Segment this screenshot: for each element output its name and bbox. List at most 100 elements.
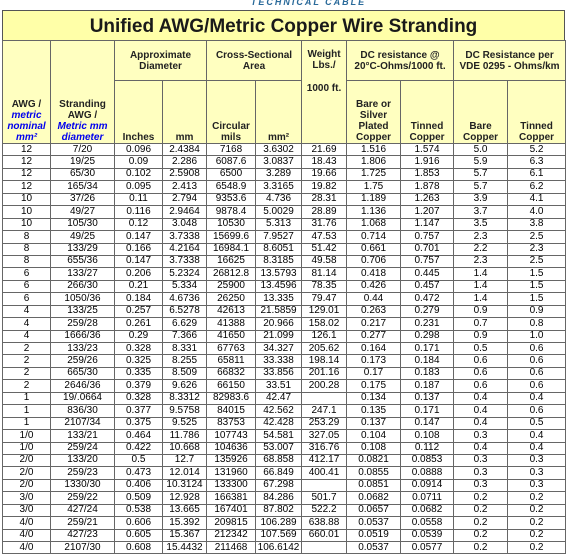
table-cell: 660.01 bbox=[301, 528, 348, 543]
table-cell: 0.6 bbox=[507, 379, 567, 393]
table-cell: 6087.6 bbox=[206, 155, 257, 169]
table-cell: 6.629 bbox=[161, 317, 208, 331]
table-cell: 0.184 bbox=[114, 292, 163, 306]
table-cell: 0.108 bbox=[346, 441, 402, 455]
table-cell: 0.328 bbox=[114, 391, 163, 406]
table-cell: 0.335 bbox=[114, 366, 163, 381]
table-cell: 522.2 bbox=[301, 503, 348, 518]
table-cell: 41388 bbox=[206, 317, 257, 331]
table-cell: 0.12 bbox=[114, 217, 163, 232]
table-cell: 1 bbox=[2, 391, 51, 406]
table-cell: 0.9 bbox=[453, 329, 509, 344]
table-cell: 33.51 bbox=[255, 379, 303, 393]
table-cell: 0.137 bbox=[346, 416, 402, 431]
table-cell: 5.334 bbox=[161, 279, 208, 294]
table-cell: 0.7 bbox=[453, 317, 509, 331]
table-cell: 0.137 bbox=[400, 391, 455, 406]
table-cell: 3/0 bbox=[2, 491, 51, 505]
table-cell: 78.35 bbox=[301, 279, 348, 294]
table-cell: 266/30 bbox=[50, 279, 115, 294]
table-row: 2 133/23 0.328 8.331 67763 34.327 205.62 0.164 0… bbox=[2, 341, 567, 356]
header-vde: DC Resistance per VDE 0295 - Ohms/km bbox=[453, 40, 567, 81]
table-cell: 67763 bbox=[206, 341, 257, 356]
table-cell: 0.3 bbox=[507, 453, 567, 468]
table-cell: 0.183 bbox=[400, 366, 455, 381]
table-cell: 9353.6 bbox=[206, 192, 257, 207]
table-cell: 0.175 bbox=[346, 379, 402, 393]
table-cell: 0.406 bbox=[114, 478, 163, 493]
table-cell: 133/21 bbox=[50, 429, 115, 443]
header-text: AWG / bbox=[11, 99, 42, 110]
table-cell: 12 bbox=[2, 180, 51, 194]
table-cell: 10 bbox=[2, 217, 51, 232]
table-cell: 0.6 bbox=[507, 404, 567, 418]
table-cell: 0.757 bbox=[400, 230, 455, 244]
table-cell: 104636 bbox=[206, 441, 257, 455]
table-cell: 8.509 bbox=[161, 366, 208, 381]
table-cell: 0.164 bbox=[346, 341, 402, 356]
table-cell: 1.068 bbox=[346, 217, 402, 232]
table-row: 12 65/30 0.102 2.5908 6500 3.289 19.66 1.725 1.8… bbox=[2, 167, 567, 182]
table-cell: 1.5 bbox=[507, 292, 567, 306]
table-cell: 0.257 bbox=[114, 304, 163, 319]
table-cell: 0.0519 bbox=[346, 528, 402, 543]
header-stranding: Stranding AWG / Metric mm diameter bbox=[50, 40, 115, 144]
table-cell: 42613 bbox=[206, 304, 257, 319]
table-cell: 28.31 bbox=[301, 192, 348, 207]
table-cell: 133/23 bbox=[50, 341, 115, 356]
table-cell: 0.2 bbox=[507, 540, 567, 555]
table-cell: 166381 bbox=[206, 491, 257, 505]
table-cell: 198.14 bbox=[301, 354, 348, 368]
table-cell: 19.82 bbox=[301, 180, 348, 194]
table-cell: 106.289 bbox=[255, 516, 303, 530]
table-cell: 0.206 bbox=[114, 267, 163, 281]
table-cell: 0.0577 bbox=[400, 540, 455, 555]
table-cell: 0.472 bbox=[400, 292, 455, 306]
table-cell: 0.0853 bbox=[400, 453, 455, 468]
table-cell: 49.58 bbox=[301, 254, 348, 269]
table-cell: 31.76 bbox=[301, 217, 348, 232]
table-row: 1 2107/34 0.375 9.525 83753 42.428 253.29 0.137… bbox=[2, 416, 567, 431]
table-cell: 3.5 bbox=[453, 217, 509, 232]
table-cell: 259/24 bbox=[50, 441, 115, 455]
table-cell: 400.41 bbox=[301, 466, 348, 480]
table-cell: 1/0 bbox=[2, 441, 51, 455]
table-row: 4/0 427/23 0.605 15.367 212342 107.569 660.01 0… bbox=[2, 528, 567, 543]
table-cell: 12.7 bbox=[161, 453, 208, 468]
table-cell bbox=[301, 478, 348, 493]
table-cell: 0.134 bbox=[346, 391, 402, 406]
table-cell: 12 bbox=[2, 142, 51, 157]
table-cell: 135926 bbox=[206, 453, 257, 468]
table-cell: 15.367 bbox=[161, 528, 208, 543]
table-cell: 655/36 bbox=[50, 254, 115, 269]
table-cell: 0.9 bbox=[453, 304, 509, 319]
table-cell: 33.338 bbox=[255, 354, 303, 368]
table-cell: 1 bbox=[2, 404, 51, 418]
table-row: 10 37/26 0.11 2.794 9353.6 4.736 28.31 1.189 1.2… bbox=[2, 192, 567, 207]
table-cell: 2107/34 bbox=[50, 416, 115, 431]
table-row: 8 133/29 0.166 4.2164 16984.1 8.6051 51.42 0.66… bbox=[2, 242, 567, 256]
table-cell: 8.255 bbox=[161, 354, 208, 368]
table-cell: 7.9527 bbox=[255, 230, 303, 244]
table-cell: 0.0537 bbox=[346, 540, 402, 555]
table-cell: 66.849 bbox=[255, 466, 303, 480]
table-cell: 4.0 bbox=[507, 205, 567, 219]
header-text: Metric mm bbox=[57, 121, 108, 132]
table-cell: 19/.0664 bbox=[50, 391, 115, 406]
table-cell: 0.2 bbox=[453, 503, 509, 518]
table-cell: 0.4 bbox=[507, 391, 567, 406]
table-cell: 2.413 bbox=[161, 180, 208, 194]
table-cell: 0.608 bbox=[114, 540, 163, 555]
table-cell: 6.5278 bbox=[161, 304, 208, 319]
table-cell: 16625 bbox=[206, 254, 257, 269]
table-cell: 2 bbox=[2, 366, 51, 381]
table-cell: 10.3124 bbox=[161, 478, 208, 493]
table-row: 12 165/34 0.095 2.413 6548.9 3.3165 19.82 1.75 1… bbox=[2, 180, 567, 194]
table-cell: 259/23 bbox=[50, 466, 115, 480]
table-cell: 66832 bbox=[206, 366, 257, 381]
table-cell: 259/26 bbox=[50, 354, 115, 368]
table-cell: 259/28 bbox=[50, 317, 115, 331]
table-cell: 1.5 bbox=[507, 267, 567, 281]
table-cell: 65/30 bbox=[50, 167, 115, 182]
table-cell: 2646/36 bbox=[50, 379, 115, 393]
